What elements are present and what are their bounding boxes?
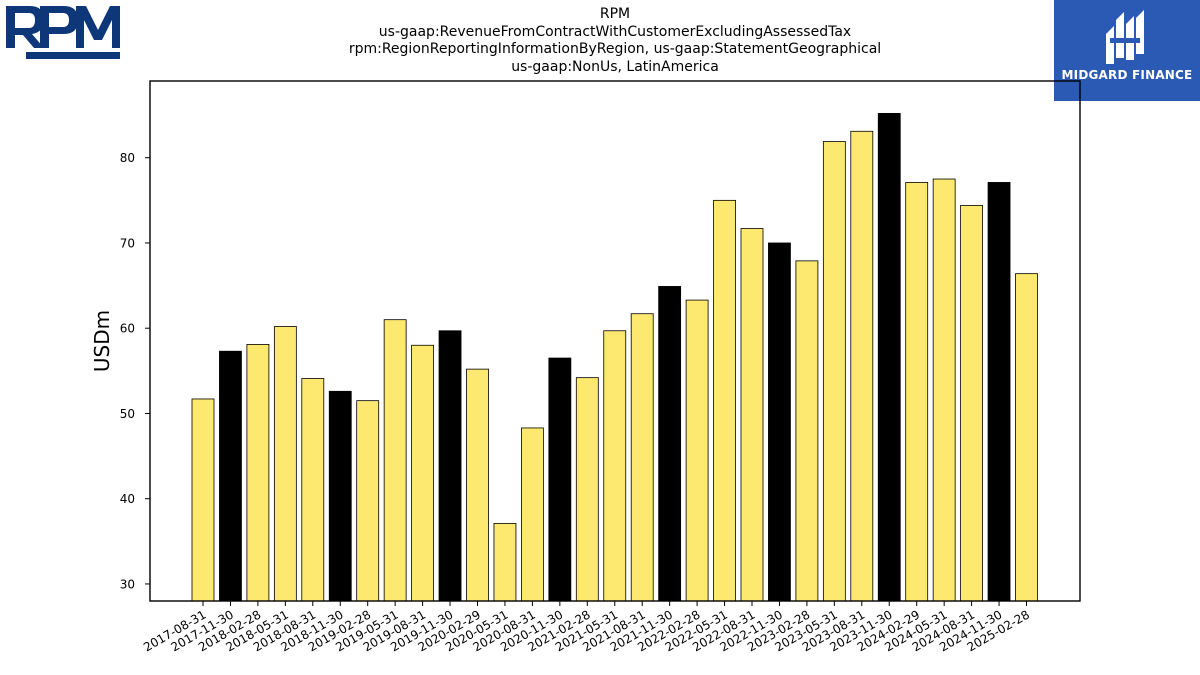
bar-2018-05-31 [273,326,297,602]
bar-2023-02-28 [795,260,819,602]
y-tick-label: 50 [120,407,135,421]
bar-2018-08-31 [301,378,325,602]
title-line-2: us-gaap:RevenueFromContractWithCustomerE… [378,23,852,40]
bar-2024-08-31 [960,205,983,602]
bars-layer [191,112,1038,602]
y-axis: 30 40 50 60 70 80 [120,151,150,591]
bar-2020-08-31 [521,427,544,602]
x-axis: 2017-08-312017-11-302018-02-282018-05-31… [141,601,1032,654]
bar-2023-08-31 [850,130,874,602]
y-tick-label: 60 [120,322,135,336]
bar-2020-11-30 [548,357,572,602]
y-tick-label: 80 [120,151,135,165]
bar-2021-02-28 [575,377,599,602]
midgard-finance-logo: MIDGARD FINANCE [1054,0,1200,101]
midgard-mark-icon [1106,10,1144,64]
bar-2022-02-28 [685,299,709,602]
y-tick-label: 40 [120,492,135,506]
bar-2024-11-30 [987,182,1011,602]
bar-2019-05-31 [383,319,407,602]
bar-2018-11-30 [328,390,352,602]
y-tick-label: 70 [120,236,135,250]
bar-2017-08-31 [191,398,215,602]
bar-2019-08-31 [411,344,435,602]
bar-2023-11-30 [877,112,901,602]
bar-2021-05-31 [603,330,627,602]
bar-2020-05-31 [493,523,517,602]
bar-2022-08-31 [740,228,764,602]
bar-2020-02-29 [466,368,489,602]
y-axis-label: USDm [90,310,114,372]
title-line-4: us-gaap:NonUs, LatinAmerica [511,58,719,75]
bar-2018-02-28 [246,344,270,602]
y-tick-label: 30 [120,577,135,591]
bar-2019-11-30 [438,330,462,602]
bar-2022-05-31 [713,199,736,602]
title-line-1: RPM [599,6,631,22]
rpm-logo [6,6,120,59]
chart-title: RPM us-gaap:RevenueFromContractWithCusto… [150,6,1080,76]
plot-frame [149,80,1081,602]
bar-2021-08-31 [630,313,654,602]
bar-2025-02-28 [1015,273,1038,602]
bar-2019-02-28 [356,400,380,602]
title-line-3: rpm:RegionReportingInformationByRegion, … [348,41,882,57]
bar-2024-02-29 [905,182,929,602]
bar-2017-11-30 [219,350,242,602]
midgard-logo-text: MIDGARD FINANCE [1061,68,1193,82]
bar-2024-05-31 [932,178,956,602]
bar-2023-05-31 [822,141,846,602]
bar-2022-11-30 [768,242,791,602]
bar-2021-11-30 [658,286,682,602]
